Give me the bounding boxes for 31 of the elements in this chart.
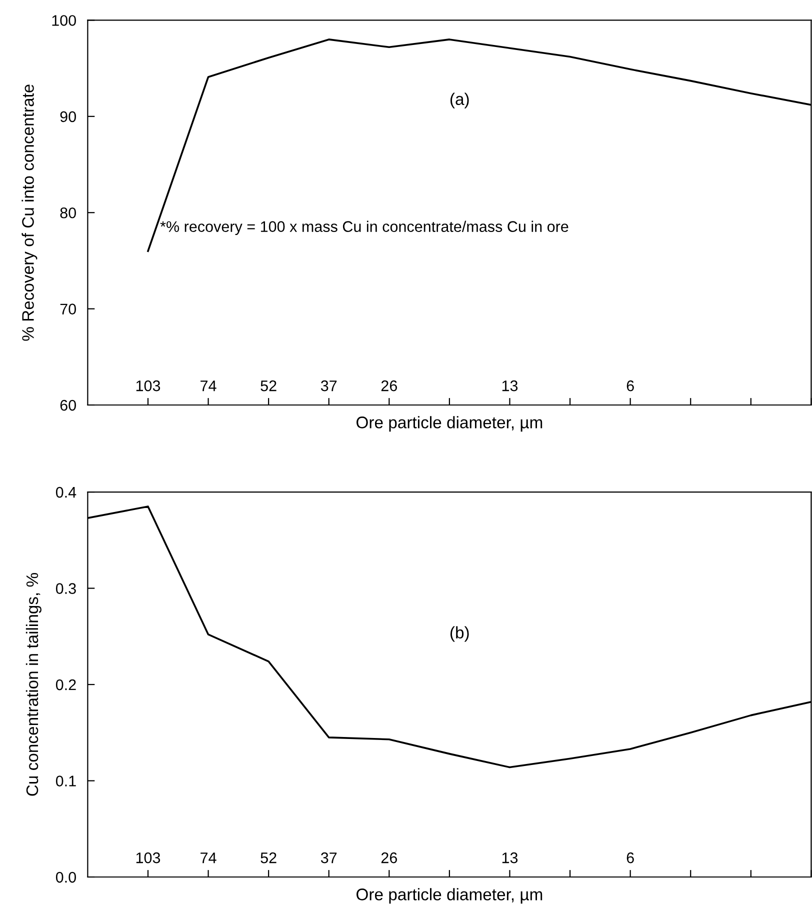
x-tick-label: 37	[320, 852, 337, 864]
x-tick-label: 103	[136, 852, 160, 864]
x-tick-label: 26	[381, 380, 397, 392]
x-tick-label: 13	[502, 852, 518, 864]
y-tick-label: 0.0	[56, 872, 76, 883]
x-tick-label: 6	[626, 380, 634, 392]
y-tick-label: 80	[60, 207, 76, 218]
x-tick-label: 52	[260, 380, 276, 392]
x-tick-label: 103	[136, 380, 160, 392]
y-tick-label: 0.2	[56, 679, 76, 690]
y-tick-label: 90	[60, 111, 76, 122]
y-tick-label: 0.3	[56, 583, 76, 594]
y-tick-label: 0.1	[56, 776, 76, 786]
x-tick-label: 37	[320, 380, 337, 392]
annotation: (a)	[450, 92, 469, 108]
x-tick-label: 74	[200, 380, 216, 392]
y-tick-label: 60	[60, 400, 76, 411]
x-axis-title: Ore particle diameter, µm	[356, 888, 542, 904]
annotation: (b)	[450, 626, 469, 642]
x-tick-label: 13	[502, 380, 518, 392]
x-tick-label: 52	[260, 852, 276, 864]
y-axis-title: % Recovery of Cu into concentrate	[22, 84, 38, 341]
x-tick-label: 74	[200, 852, 216, 864]
x-axis-title: Ore particle diameter, µm	[356, 416, 542, 432]
x-tick-label: 26	[381, 852, 397, 864]
y-tick-label: 70	[60, 304, 76, 314]
x-tick-label: 6	[626, 852, 634, 864]
y-axis-title: Cu concentration in tailings, %	[26, 573, 42, 796]
y-tick-label: 0.4	[56, 486, 76, 498]
annotation: *% recovery = 100 x mass Cu in concentrate/mass Cu in ore	[160, 220, 568, 236]
y-tick-label: 100	[52, 15, 76, 26]
